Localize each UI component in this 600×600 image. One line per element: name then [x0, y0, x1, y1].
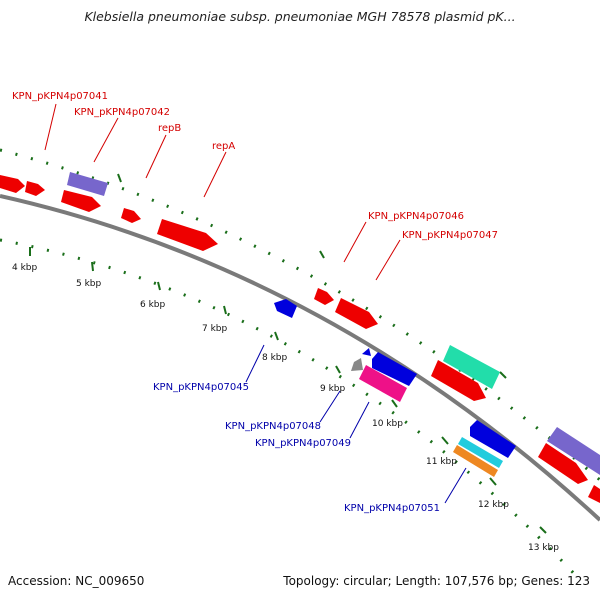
gene-arrow-repA[interactable] — [157, 219, 218, 251]
gene-arrow-forward[interactable] — [538, 443, 588, 484]
kbp-label: 9 kbp — [320, 384, 346, 394]
gene-label[interactable]: KPN_pKPN4p07045 — [153, 382, 249, 393]
gene-arrow-kpn07048-small[interactable] — [362, 348, 371, 356]
gene-arrow-forward[interactable] — [25, 181, 45, 196]
inner-tick-ring — [0, 238, 582, 582]
gene-arrow-reverse-blue[interactable] — [372, 352, 417, 386]
kbp-label: 11 kbp — [426, 457, 457, 467]
gene-arrow-repB[interactable] — [121, 208, 141, 223]
kbp-label: 4 kbp — [12, 263, 38, 273]
kbp-ticks — [29, 247, 547, 534]
gene-label[interactable]: repB — [158, 123, 181, 134]
map-title: Klebsiella pneumoniae subsp. pneumoniae … — [84, 9, 516, 24]
gene-arrow-kpn07049[interactable] — [359, 365, 407, 402]
gene-label[interactable]: KPN_pKPN4p07051 — [344, 503, 440, 514]
accession-text: Accession: NC_009650 — [8, 574, 145, 588]
gene-arrow-kpn07051-cyan[interactable] — [458, 437, 503, 468]
gene-arrow-kpn07048[interactable] — [351, 358, 363, 371]
reverse-leaders — [245, 344, 467, 504]
gene-arrow-purple[interactable] — [547, 427, 600, 475]
kbp-label: 6 kbp — [140, 300, 166, 310]
gene-label[interactable]: KPN_pKPN4p07041 — [12, 91, 108, 102]
kbp-label: 7 kbp — [202, 324, 228, 334]
reverse-strand — [274, 299, 516, 477]
gene-arrow-kpn07047[interactable] — [335, 298, 378, 329]
forward-gene-labels: KPN_pKPN4p07041 KPN_pKPN4p07042 repB rep… — [12, 91, 498, 241]
kbp-label: 5 kbp — [76, 279, 102, 289]
kbp-labels: 4 kbp 5 kbp 6 kbp 7 kbp 8 kbp 9 kbp 10 k… — [12, 263, 559, 553]
kbp-label: 8 kbp — [262, 353, 288, 363]
gene-label[interactable]: KPN_pKPN4p07046 — [368, 211, 464, 222]
summary-text: Topology: circular; Length: 107,576 bp; … — [283, 574, 590, 588]
gene-arrow-green[interactable] — [443, 345, 500, 389]
gene-label[interactable]: KPN_pKPN4p07048 — [225, 421, 321, 432]
gene-arrow-forward[interactable] — [588, 485, 600, 503]
forward-strand — [0, 172, 600, 503]
gene-label[interactable]: repA — [212, 141, 235, 152]
gene-label[interactable]: KPN_pKPN4p07049 — [255, 438, 351, 449]
gene-label[interactable]: KPN_pKPN4p07042 — [74, 107, 170, 118]
gene-arrow-forward[interactable] — [61, 190, 101, 212]
gene-arrow-kpn07045[interactable] — [274, 299, 297, 318]
gene-label[interactable]: KPN_pKPN4p07047 — [402, 230, 498, 241]
forward-leaders — [44, 103, 401, 281]
gene-arrow-kpn07042[interactable] — [67, 172, 108, 196]
gene-arrow-kpn07051[interactable] — [453, 445, 498, 477]
gene-arrow-forward[interactable] — [0, 175, 25, 193]
gene-arrow-kpn07046[interactable] — [314, 288, 334, 305]
backbone — [0, 194, 600, 522]
kbp-label: 13 kbp — [528, 543, 559, 553]
gene-arrow-forward[interactable] — [431, 360, 486, 401]
gene-arrow-reverse-blue[interactable] — [470, 420, 516, 458]
kbp-label: 10 kbp — [372, 419, 403, 429]
reverse-gene-labels: KPN_pKPN4p07045 KPN_pKPN4p07048 KPN_pKPN… — [153, 382, 440, 514]
kbp-label: 12 kbp — [478, 500, 509, 510]
outer-major-ticks — [117, 173, 507, 379]
